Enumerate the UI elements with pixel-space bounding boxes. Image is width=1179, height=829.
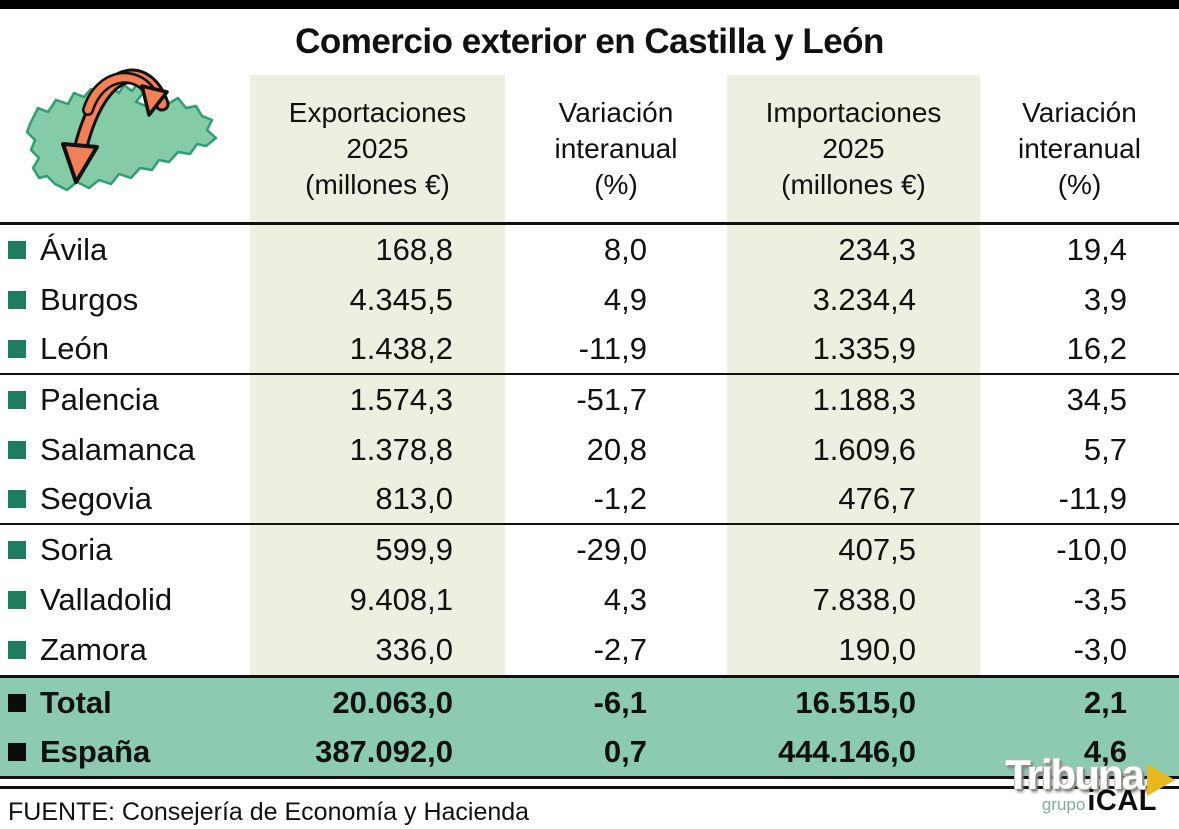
variacion-exportaciones-value: 4,9 — [603, 282, 647, 317]
page-title: Comercio exterior en Castilla y León — [295, 22, 884, 61]
province-label: Ávila — [40, 232, 108, 267]
header-exportaciones: Exportaciones 2025 (millones €) — [250, 75, 505, 222]
table-header-row: Exportaciones 2025 (millones €) Variació… — [0, 75, 1179, 225]
bullet-square-icon — [8, 641, 26, 659]
header-importaciones: Importaciones 2025 (millones €) — [727, 75, 980, 222]
table-row-zamora: Zamora 336,0 -2,7 190,0 -3,0 — [0, 625, 1179, 675]
importaciones-value: 444.146,0 — [778, 733, 916, 769]
variacion-importaciones-value: 16,2 — [1066, 331, 1127, 366]
bullet-square-icon — [8, 591, 26, 609]
bullet-square-icon — [8, 742, 26, 761]
bullet-square-icon — [8, 340, 26, 358]
play-triangle-icon — [1147, 764, 1175, 796]
province-label: Segovia — [40, 481, 153, 516]
variacion-importaciones-value: -10,0 — [1056, 532, 1127, 567]
variacion-exportaciones-value: -2,7 — [593, 632, 647, 667]
table-row-segovia: Segovia 813,0 -1,2 476,7 -11,9 — [0, 475, 1179, 525]
exportaciones-value: 599,9 — [250, 525, 505, 575]
province-label: Soria — [40, 532, 113, 567]
bullet-square-icon — [8, 490, 26, 508]
header-variacion-importaciones: Variación interanual (%) — [1018, 96, 1141, 200]
exportaciones-value: 9.408,1 — [250, 575, 505, 625]
variacion-importaciones-value: 2,1 — [1083, 684, 1127, 720]
variacion-importaciones-value: -11,9 — [1058, 481, 1127, 516]
exportaciones-value: 387.092,0 — [315, 733, 453, 769]
total-label: España — [40, 733, 151, 769]
exportaciones-value: 1.438,2 — [250, 325, 505, 373]
variacion-exportaciones-value: -6,1 — [593, 684, 647, 720]
province-label: Salamanca — [40, 432, 196, 467]
importaciones-value: 1.335,9 — [727, 325, 980, 373]
importaciones-value: 7.838,0 — [727, 575, 980, 625]
tribuna-ical-logo: Tribuna grupo iCAL — [945, 751, 1175, 827]
variacion-importaciones-value: 5,7 — [1083, 432, 1127, 467]
variacion-importaciones-value: 19,4 — [1066, 232, 1127, 267]
grupo-label: grupo — [1041, 795, 1086, 814]
table-row-burgos: Burgos 4.345,5 4,9 3.234,4 3,9 — [0, 275, 1179, 325]
bullet-square-icon — [8, 241, 26, 259]
variacion-exportaciones-value: -11,9 — [578, 331, 647, 366]
table-row-leon: León 1.438,2 -11,9 1.335,9 16,2 — [0, 325, 1179, 375]
tribuna-wordmark: Tribuna — [1005, 751, 1145, 798]
importaciones-value: 3.234,4 — [727, 275, 980, 325]
variacion-exportaciones-value: 8,0 — [603, 232, 647, 267]
table-row-valladolid: Valladolid 9.408,1 4,3 7.838,0 -3,5 — [0, 575, 1179, 625]
province-label: Burgos — [40, 282, 139, 317]
importaciones-value: 476,7 — [727, 475, 980, 523]
exchange-arrows-icon — [25, 68, 218, 192]
variacion-exportaciones-value: 20,8 — [586, 432, 647, 467]
importaciones-value: 407,5 — [727, 525, 980, 575]
importaciones-value: 1.188,3 — [727, 375, 980, 425]
exportaciones-value: 336,0 — [250, 625, 505, 675]
ical-wordmark: iCAL — [1087, 785, 1157, 817]
province-label: Valladolid — [40, 582, 173, 617]
importaciones-value: 190,0 — [727, 625, 980, 675]
exportaciones-value: 168,8 — [250, 225, 505, 275]
bullet-square-icon — [8, 693, 26, 712]
bullet-square-icon — [8, 441, 26, 459]
header-variacion-exportaciones: Variación interanual (%) — [554, 96, 678, 200]
bottom-divider — [0, 776, 1179, 789]
table-row-salamanca: Salamanca 1.378,8 20,8 1.609,6 5,7 — [0, 425, 1179, 475]
variacion-exportaciones-value: 4,3 — [603, 582, 647, 617]
importaciones-value: 234,3 — [727, 225, 980, 275]
importaciones-value: 16.515,0 — [795, 684, 916, 720]
top-black-bar — [0, 0, 1179, 9]
exportaciones-value: 1.378,8 — [250, 425, 505, 475]
table-row-soria: Soria 599,9 -29,0 407,5 -10,0 — [0, 525, 1179, 575]
importaciones-value: 1.609,6 — [727, 425, 980, 475]
province-label: León — [40, 331, 109, 366]
total-label: Total — [40, 684, 112, 720]
table-row-total: Total 20.063,0 -6,1 16.515,0 2,1 — [0, 678, 1179, 727]
province-label: Zamora — [40, 632, 147, 667]
exportaciones-value: 813,0 — [250, 475, 505, 523]
variacion-importaciones-value: 4,6 — [1083, 733, 1127, 769]
totals-section: Total 20.063,0 -6,1 16.515,0 2,1 España … — [0, 675, 1179, 776]
exportaciones-value: 4.345,5 — [250, 275, 505, 325]
bullet-square-icon — [8, 291, 26, 309]
table-row-espana: España 387.092,0 0,7 444.146,0 4,6 — [0, 727, 1179, 776]
table-row-avila: Ávila 168,8 8,0 234,3 19,4 — [0, 225, 1179, 275]
variacion-exportaciones-value: -29,0 — [576, 532, 647, 567]
variacion-exportaciones-value: 0,7 — [603, 733, 647, 769]
castilla-y-leon-map-icon — [16, 58, 236, 220]
bullet-square-icon — [8, 541, 26, 559]
variacion-exportaciones-value: -1,2 — [593, 481, 647, 516]
variacion-exportaciones-value: -51,7 — [576, 382, 647, 417]
variacion-importaciones-value: 3,9 — [1083, 282, 1127, 317]
bullet-square-icon — [8, 391, 26, 409]
variacion-importaciones-value: 34,5 — [1066, 382, 1127, 417]
province-label: Palencia — [40, 382, 159, 417]
variacion-importaciones-value: -3,0 — [1073, 632, 1127, 667]
exportaciones-value: 20.063,0 — [332, 684, 453, 720]
source-note: FUENTE: Consejería de Economía y Haciend… — [8, 798, 530, 826]
table-row-palencia: Palencia 1.574,3 -51,7 1.188,3 34,5 — [0, 375, 1179, 425]
exportaciones-value: 1.574,3 — [250, 375, 505, 425]
variacion-importaciones-value: -3,5 — [1073, 582, 1127, 617]
